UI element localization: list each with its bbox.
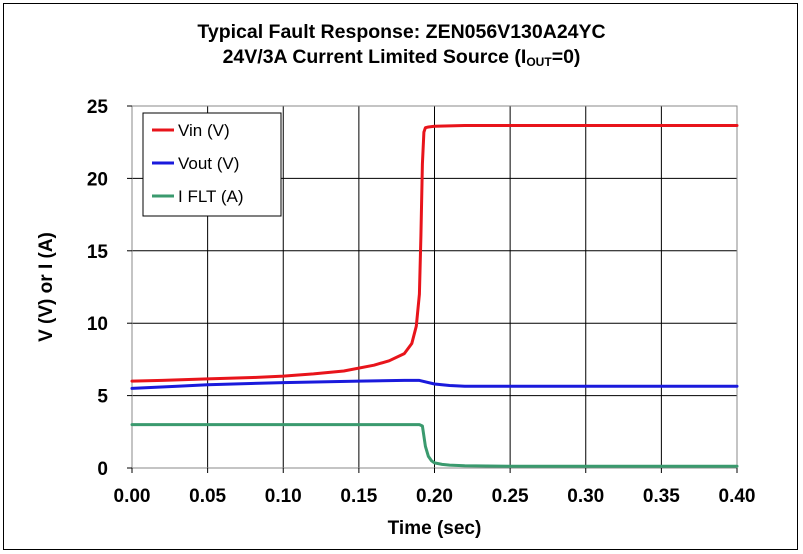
series-lines xyxy=(130,124,739,468)
y-tick-label: 25 xyxy=(87,97,109,118)
x-tick-label: 0.35 xyxy=(643,486,680,507)
x-tick-label: 0.15 xyxy=(340,486,377,507)
x-tick-label: 0.25 xyxy=(492,486,529,507)
chart-subtitle-suffix: =0) xyxy=(551,46,581,68)
y-tick-label: 0 xyxy=(97,459,108,480)
series-line-1 xyxy=(130,124,739,383)
x-axis-label: Time (sec) xyxy=(388,518,482,539)
chart-title: Typical Fault Response: ZEN056V130A24YC xyxy=(197,21,606,43)
y-tick-label: 5 xyxy=(97,387,108,408)
series-line-2 xyxy=(130,378,739,390)
x-tick-label: 0.00 xyxy=(114,486,151,507)
y-tick-label: 10 xyxy=(87,314,108,335)
x-tick-label: 0.20 xyxy=(416,486,453,507)
legend-label: Vin (V) xyxy=(178,121,230,140)
legend-label: I FLT (A) xyxy=(178,187,244,206)
series-line-3 xyxy=(130,423,739,468)
y-tick-labels: 0 5 10 15 20 25 xyxy=(87,97,132,480)
legend-label: Vout (V) xyxy=(178,154,239,173)
chart-frame xyxy=(3,3,798,550)
x-tick-label: 0.40 xyxy=(719,486,756,507)
y-axis-label: V (V) or I (A) xyxy=(36,232,57,342)
chart-subtitle-subscript: OUT xyxy=(526,55,552,69)
y-tick-label: 15 xyxy=(87,242,109,263)
chart-subtitle-prefix: 24V/3A Current Limited Source (I xyxy=(222,46,527,68)
y-tick-label: 20 xyxy=(87,169,108,190)
chart-subtitle: 24V/3A Current Limited Source (IOUT=0) xyxy=(0,46,803,69)
x-tick-label: 0.30 xyxy=(567,486,604,507)
x-tick-label: 0.10 xyxy=(265,486,302,507)
x-tick-label: 0.05 xyxy=(189,486,226,507)
x-tick-labels: 0.00 0.05 0.10 0.15 0.20 0.25 0.30 0.35 0.40 xyxy=(114,468,756,507)
legend: Vin (V) Vout (V) I FLT (A) xyxy=(142,112,282,217)
